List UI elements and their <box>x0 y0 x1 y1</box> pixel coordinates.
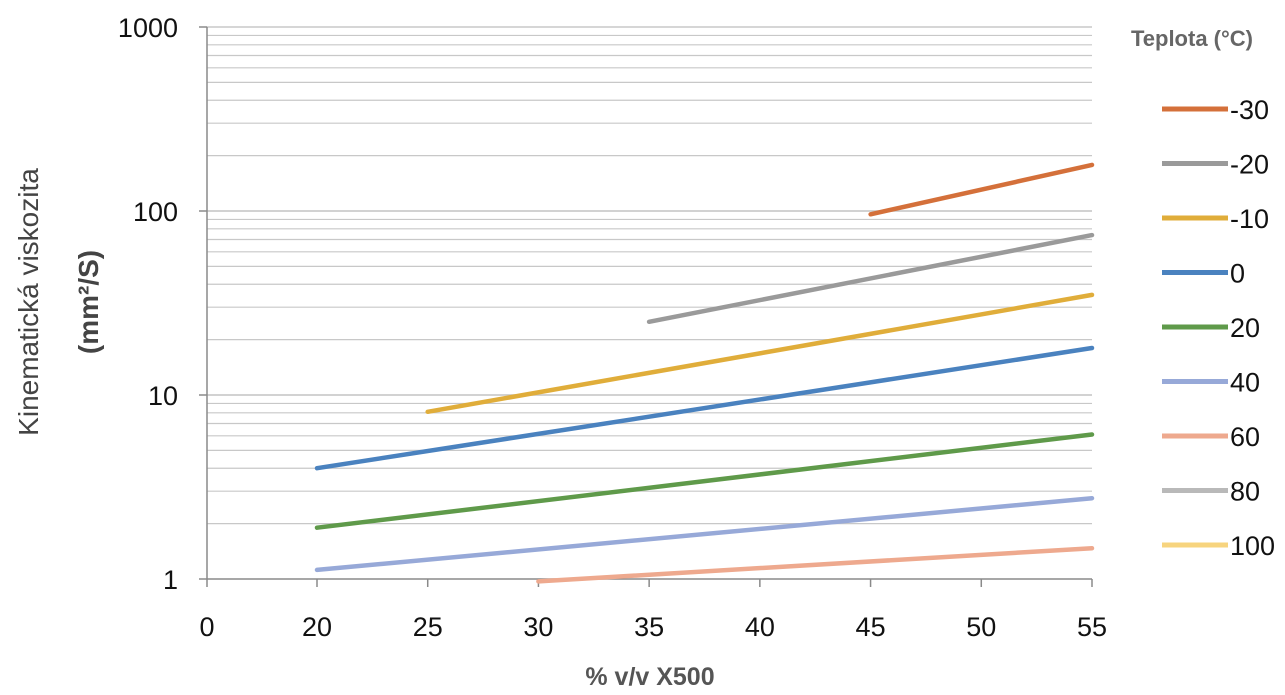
legend-label--20: -20 <box>1230 150 1269 180</box>
legend: -30 -20 -10 0 20 40 60 80 100 <box>1162 95 1275 561</box>
x-tick-label: 20 <box>302 612 332 642</box>
y-tick-labels: 1 10 100 1000 <box>118 13 207 595</box>
series-line-20 <box>314 432 1095 530</box>
series-line--10 <box>425 292 1095 415</box>
y-tick-label: 100 <box>133 197 178 227</box>
x-tick-label: 50 <box>966 612 996 642</box>
y-axis-label-line2: (mm²/S) <box>73 250 104 354</box>
grid-lines <box>207 26 1092 525</box>
x-tick-label: 45 <box>856 612 886 642</box>
y-tick-label: 1000 <box>118 13 178 43</box>
x-tick-label: 0 <box>199 612 214 642</box>
series-line-60 <box>536 545 1095 584</box>
legend-title: Teplota (°C) <box>1131 26 1253 51</box>
x-tick-label: 25 <box>413 612 443 642</box>
x-axis-label: % v/v X500 <box>585 663 714 691</box>
x-tick-label: 55 <box>1077 612 1107 642</box>
x-tick-labels: 0 20 25 30 35 40 45 50 55 <box>199 579 1107 642</box>
x-tick-label: 30 <box>523 612 553 642</box>
y-axis-label-line1: Kinematická viskozita <box>13 168 44 436</box>
legend-label-40: 40 <box>1230 368 1260 398</box>
legend-label-100: 100 <box>1230 531 1275 561</box>
y-tick-label: 10 <box>148 381 178 411</box>
series-line--20 <box>646 232 1095 325</box>
series-line-0 <box>314 345 1095 471</box>
legend-label-0: 0 <box>1230 259 1245 289</box>
series-lines <box>314 162 1095 584</box>
legend-label-80: 80 <box>1230 477 1260 507</box>
series-line--30 <box>868 162 1095 217</box>
legend-label--10: -10 <box>1230 204 1269 234</box>
legend-label-20: 20 <box>1230 313 1260 343</box>
legend-label-60: 60 <box>1230 422 1260 452</box>
legend-label--30: -30 <box>1230 95 1269 125</box>
x-tick-label: 35 <box>634 612 664 642</box>
series-line-40 <box>314 495 1095 573</box>
y-tick-label: 1 <box>163 565 178 595</box>
x-tick-label: 40 <box>745 612 775 642</box>
